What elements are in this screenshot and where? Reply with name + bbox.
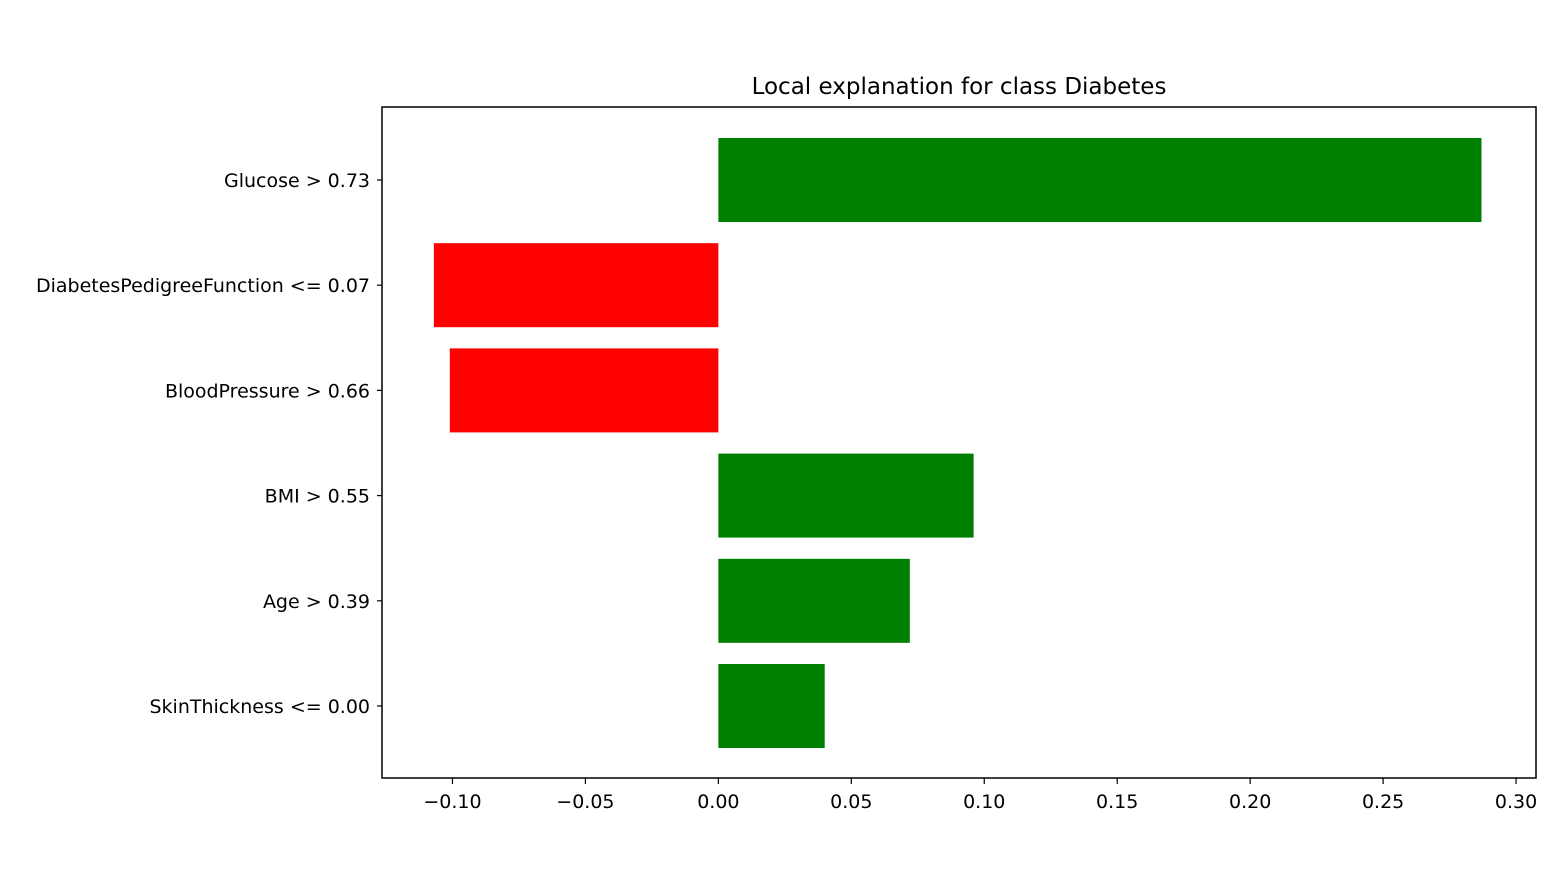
chart-title: Local explanation for class Diabetes bbox=[752, 74, 1167, 100]
x-tick-label-5: 0.15 bbox=[1096, 791, 1138, 813]
bar-5 bbox=[718, 664, 825, 748]
y-tick-label-1: DiabetesPedigreeFunction <= 0.07 bbox=[36, 275, 370, 297]
x-axis-ticks: −0.10 −0.05 0.00 0.05 0.10 0.15 0.20 0.25 0.30 bbox=[423, 778, 1537, 813]
y-tick-label-0: Glucose > 0.73 bbox=[224, 170, 370, 192]
bars-group bbox=[433, 138, 1482, 748]
y-tick-label-4: Age > 0.39 bbox=[263, 591, 370, 613]
y-tick-label-3: BMI > 0.55 bbox=[265, 486, 370, 508]
bar-0 bbox=[718, 138, 1482, 222]
x-tick-label-8: 0.30 bbox=[1495, 791, 1537, 813]
x-tick-label-4: 0.10 bbox=[963, 791, 1005, 813]
x-tick-label-7: 0.25 bbox=[1362, 791, 1404, 813]
y-axis-ticks: Glucose > 0.73 DiabetesPedigreeFunction <… bbox=[36, 170, 382, 718]
y-tick-label-2: BloodPressure > 0.66 bbox=[165, 380, 370, 402]
x-tick-label-3: 0.05 bbox=[830, 791, 872, 813]
plot-frame bbox=[381, 106, 1537, 779]
bar-3 bbox=[718, 453, 974, 538]
bar-4 bbox=[718, 558, 910, 643]
x-tick-label-0: −0.10 bbox=[423, 791, 481, 813]
x-tick-label-6: 0.20 bbox=[1229, 791, 1271, 813]
x-tick-label-1: −0.05 bbox=[556, 791, 614, 813]
bar-2 bbox=[449, 348, 719, 433]
y-tick-label-5: SkinThickness <= 0.00 bbox=[149, 696, 370, 718]
x-tick-label-2: 0.00 bbox=[697, 791, 739, 813]
bar-1 bbox=[433, 243, 719, 328]
